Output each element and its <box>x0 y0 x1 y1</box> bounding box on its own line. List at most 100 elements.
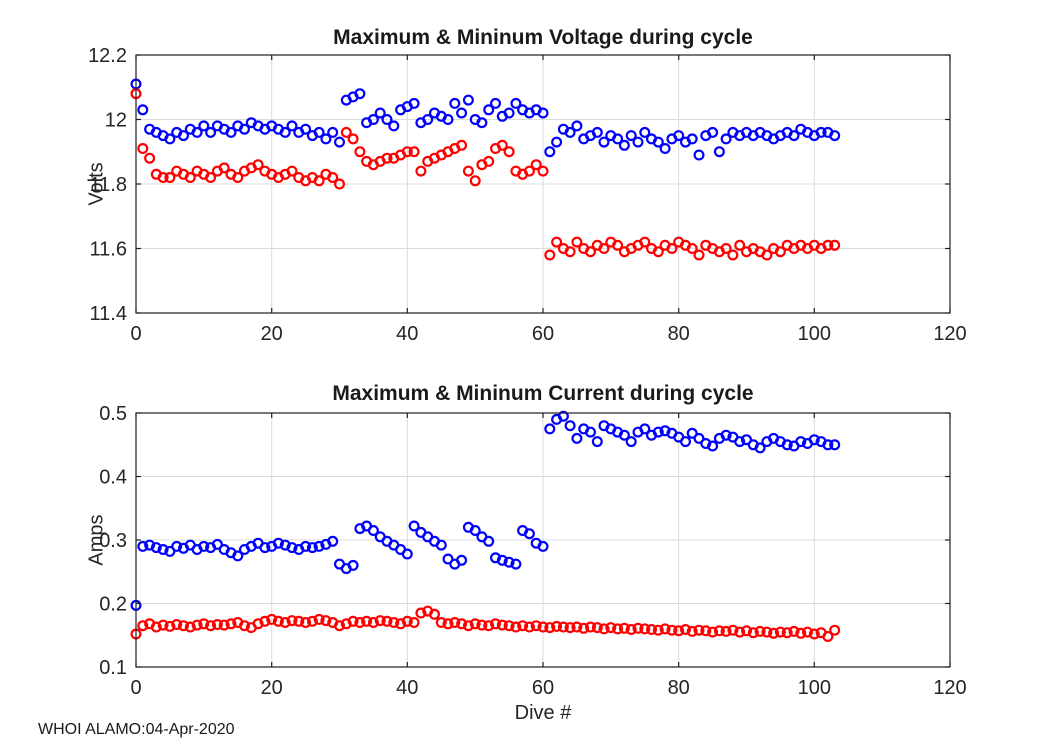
min-current-marker <box>734 626 746 638</box>
x-tick-label: 20 <box>261 323 283 345</box>
max-current-marker <box>211 538 223 550</box>
min-current-marker <box>659 623 671 635</box>
max-voltage-marker <box>537 107 549 119</box>
y-tick-label: 0.5 <box>99 403 127 425</box>
voltage-plot-grid <box>135 54 951 314</box>
min-voltage-marker <box>571 236 583 248</box>
max-voltage-marker <box>456 107 468 119</box>
max-current-marker <box>523 528 535 540</box>
x-tick-label: 120 <box>933 677 966 699</box>
max-voltage-marker <box>422 113 434 125</box>
current-plot-tick-labels: 0 20 40 60 80 100 120 0.1 0.2 0.3 0.4 0.5 <box>99 403 967 699</box>
min-current-marker <box>781 627 793 639</box>
max-current-marker <box>571 432 583 444</box>
min-current-marker <box>205 620 217 632</box>
max-current-marker <box>137 540 149 552</box>
min-current-marker <box>184 621 196 633</box>
max-voltage-marker <box>713 146 725 158</box>
min-current-marker <box>774 626 786 638</box>
max-voltage-marker <box>673 130 685 142</box>
max-voltage-marker <box>334 136 346 148</box>
min-current-marker <box>191 619 203 631</box>
max-voltage-marker <box>564 126 576 138</box>
max-current-marker <box>367 524 379 536</box>
min-voltage-marker <box>415 165 427 177</box>
max-voltage-marker <box>137 104 149 116</box>
max-voltage-marker <box>659 143 671 155</box>
min-voltage-marker <box>184 172 196 184</box>
x-tick-label: 100 <box>798 323 831 345</box>
min-current-marker <box>523 621 535 633</box>
min-voltage-marker <box>598 243 610 255</box>
min-voltage-marker <box>408 146 420 158</box>
min-current-marker <box>700 625 712 637</box>
max-voltage-marker <box>483 104 495 116</box>
x-tick-label: 40 <box>396 323 418 345</box>
max-current-marker <box>584 426 596 438</box>
max-voltage-marker <box>618 139 630 151</box>
max-current-marker <box>625 436 637 448</box>
min-voltage-marker <box>734 239 746 251</box>
min-current-marker <box>551 620 563 632</box>
max-voltage-marker <box>442 113 454 125</box>
min-current-marker <box>639 623 651 635</box>
min-voltage-marker <box>252 159 264 171</box>
min-voltage-marker <box>652 246 664 258</box>
min-current-marker <box>625 623 637 635</box>
max-voltage-marker <box>449 97 461 109</box>
max-current-marker <box>442 553 454 565</box>
min-current-marker <box>578 622 590 634</box>
min-current-marker <box>795 627 807 639</box>
min-current-marker <box>490 618 502 630</box>
max-current-marker <box>469 524 481 536</box>
max-current-marker <box>544 423 556 435</box>
min-current-marker <box>218 619 230 631</box>
min-current-marker <box>367 616 379 628</box>
max-voltage-marker <box>239 123 251 135</box>
min-current-marker <box>198 618 210 630</box>
max-voltage-marker <box>788 130 800 142</box>
min-current-marker <box>537 621 549 633</box>
min-current-marker <box>788 625 800 637</box>
max-current-marker <box>408 520 420 532</box>
current-plot-title: Maximum & Mininum Current during cycle <box>332 382 754 405</box>
y-tick-label: 12 <box>105 110 127 132</box>
max-voltage-marker <box>707 126 719 138</box>
max-voltage-marker <box>313 126 325 138</box>
min-current-marker <box>320 615 332 627</box>
voltage-plot: 0 20 40 60 80 100 120 11.4 11.6 11.8 12 12.2 <box>88 45 967 345</box>
y-tick-label: 11.4 <box>90 303 127 325</box>
min-voltage-marker <box>761 249 773 261</box>
voltage-y-axis-label: Volts <box>85 162 108 206</box>
min-current-marker <box>381 615 393 627</box>
min-voltage-marker <box>157 172 169 184</box>
max-current-marker <box>700 438 712 450</box>
min-voltage-marker <box>829 239 841 251</box>
min-current-marker <box>395 618 407 630</box>
min-current-marker <box>435 616 447 628</box>
min-current-marker <box>456 618 468 630</box>
y-tick-label: 0.2 <box>99 594 127 616</box>
max-current-marker <box>327 535 339 547</box>
min-voltage-marker <box>537 165 549 177</box>
min-voltage-marker <box>584 246 596 258</box>
max-current-marker <box>157 543 169 555</box>
min-voltage-marker <box>483 155 495 167</box>
max-current-marker <box>496 554 508 566</box>
max-current-marker <box>754 442 766 454</box>
x-tick-label: 20 <box>261 677 283 699</box>
max-current-marker <box>510 558 522 570</box>
max-current-marker <box>232 550 244 562</box>
min-current-marker <box>645 623 657 635</box>
min-current-marker <box>822 630 834 642</box>
min-voltage-marker <box>164 172 176 184</box>
min-current-marker <box>442 618 454 630</box>
min-current-marker <box>239 620 251 632</box>
max-current-marker <box>272 537 284 549</box>
max-voltage-marker <box>551 136 563 148</box>
min-voltage-marker <box>232 172 244 184</box>
min-current-marker <box>408 616 420 628</box>
max-current-marker <box>822 439 834 451</box>
min-current-marker <box>469 618 481 630</box>
